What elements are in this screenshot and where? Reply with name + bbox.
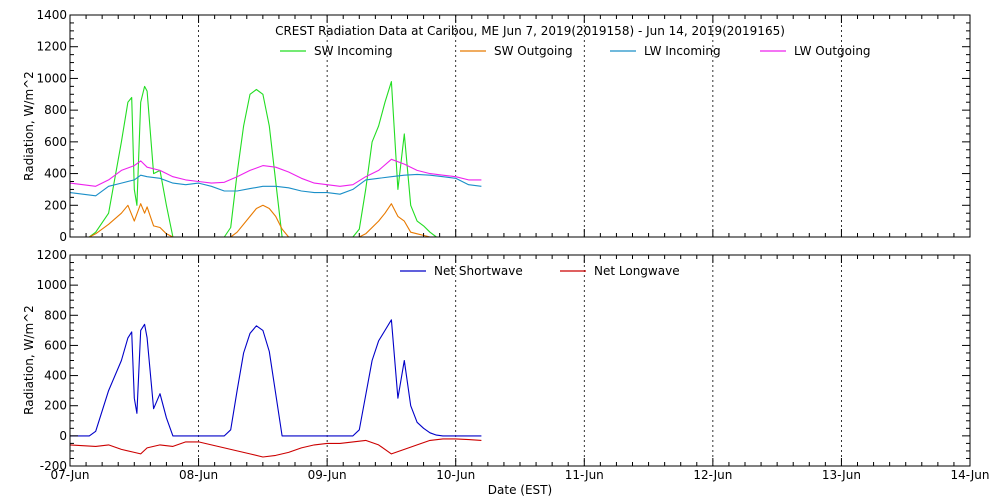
bot-ytick-label: 600 [44,338,67,352]
top-ytick-label: 1000 [36,71,67,85]
bot-ytick-label: 1000 [36,278,67,292]
top-series-lw-incoming [69,173,482,197]
bot-xtick-label: 13-Jun [822,468,861,482]
bottom-ylabel: Radiation, W/m^2 [22,305,36,415]
bot-series-net-shortwave [70,319,482,437]
top-ytick-label: 1200 [36,40,67,54]
bot-ytick-label: 1200 [36,248,67,262]
top-legend-label: SW Outgoing [494,44,573,58]
bot-xtick-label: 14-Jun [950,468,989,482]
top-series-lw-outgoing [69,158,482,187]
bot-plot-frame [69,254,971,467]
top-series-sw-incoming [70,81,456,238]
chart-title: CREST Radiation Data at Caribou, ME Jun … [275,24,785,38]
bot-ytick-label: 0 [59,429,67,443]
top-ytick-label: 400 [44,167,67,181]
top-ylabel: Radiation, W/m^2 [22,71,36,181]
top-legend-label: LW Outgoing [794,44,871,58]
top-ytick-label: 0 [59,230,67,244]
top-panel: 0 200 400 600 800 1000 1200 1400 CREST Radiatio… [22,8,971,244]
top-ytick-label: 200 [44,198,67,212]
bottom-panel: -200 0 200 400 600 800 1000 1200 07-Jun 08-Jun 09-… [22,248,990,497]
top-ytick-label: 600 [44,135,67,149]
bot-xtick-label: 08-Jun [179,468,218,482]
bot-ytick-label: -200 [40,459,67,473]
bot-xtick-label: 11-Jun [565,468,604,482]
bot-ytick-label: 800 [44,308,67,322]
bottom-xlabel: Date (EST) [488,483,552,497]
top-series-sw-outgoing [70,203,456,238]
bot-legend-label: Net Longwave [594,264,680,278]
bot-legend-label: Net Shortwave [434,264,523,278]
bot-ytick-label: 200 [44,399,67,413]
top-legend-label: SW Incoming [314,44,393,58]
top-ytick-label: 1400 [36,8,67,22]
bot-xtick-label: 09-Jun [308,468,347,482]
bot-xtick-label: 07-Jun [50,468,89,482]
top-legend-label: LW Incoming [644,44,721,58]
top-ytick-label: 800 [44,103,67,117]
bot-xtick-label: 12-Jun [693,468,732,482]
bot-ytick-label: 400 [44,369,67,383]
bot-xtick-label: 10-Jun [436,468,475,482]
bot-series-net-longwave [69,438,482,458]
